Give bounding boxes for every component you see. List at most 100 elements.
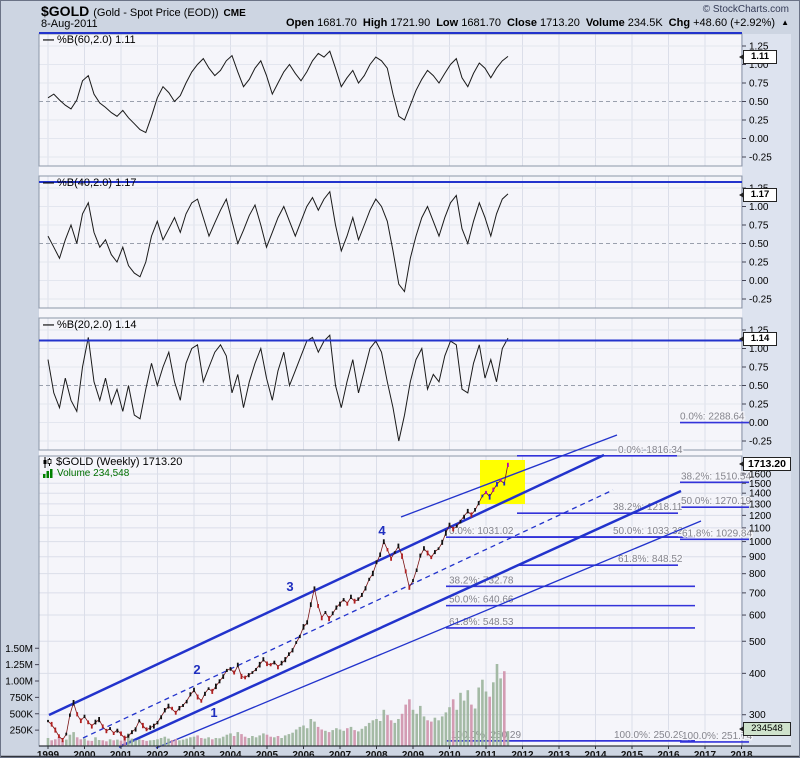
volume-bar [382,709,386,746]
volume-bar [207,737,210,746]
volume-bar [50,740,53,746]
indicator-series-%B(20,2.0) [47,334,509,442]
fib-label: 100.0%: 250.29 [614,730,684,741]
panel-border [38,175,743,309]
pct-tick-label: 0.00 [749,134,769,145]
volume-bar [488,696,491,746]
price-tick-label: 900 [749,552,766,563]
year-label: 2006 [292,750,315,758]
volume-bar [357,731,360,746]
volume-bar [112,740,115,746]
year-label: 2017 [694,750,717,758]
volume-bar [101,740,105,746]
pct-tick-label: 1.25 [749,326,769,337]
price-value-box: 1713.20 [739,457,791,471]
volume-bar [353,730,356,746]
volume-bar [305,728,309,746]
volume-bar [90,740,94,746]
volume-tick-label: 250K [10,726,34,737]
price-tick-label: 400 [749,669,766,680]
symbol: $GOLD [41,3,90,19]
trendline [48,453,605,717]
volume-bar [360,728,364,746]
quote-low: Low 1681.70 [436,17,502,29]
volume-bar [79,739,83,746]
volume-bar [262,733,265,746]
b60-value-box: 1.11 [739,50,777,64]
pct-tick-label: 0.25 [749,400,769,411]
volume-bar [331,730,334,746]
quote-bar: Open 1681.70 High 1721.90 Low 1681.70 Cl… [286,17,789,29]
pct-tick-label: 0.00 [749,276,769,287]
volume-bar [492,682,495,746]
candlestick-icon [43,456,52,468]
volume-bar [499,678,502,746]
volume-bar [426,720,429,746]
elliott-wave-label: 1 [210,705,217,720]
volume-bar [411,709,415,746]
volume-bar [105,741,108,746]
price-tick-label: 800 [749,569,766,580]
volume-bar [408,699,411,746]
price-tick-label: 1100 [749,523,771,534]
pct-tick-label: 0.00 [749,418,769,429]
price-tick-label: 500 [749,637,766,648]
volume-bar [327,732,331,746]
volume-bar [57,736,61,746]
volume-bar [313,721,316,746]
indicator-series-%B(40,2.0) [47,190,509,293]
fib-label: 61.8%: 1029.84 [682,528,752,539]
exchange: CME [223,8,246,19]
volume-bar [386,715,389,746]
volume-bar [254,737,258,746]
volume-bar [324,730,327,746]
volume-bar [214,738,218,746]
volume-bar [503,671,506,746]
volume-bar [108,739,112,746]
quote-close: Close 1713.20 [507,17,580,29]
volume-bar [269,736,272,746]
volume-bar [419,705,422,746]
year-label: 2009 [402,750,425,758]
volume-bar [437,720,440,746]
volume-value-box: 234548 [739,722,791,736]
pct-tick-label: -0.25 [749,437,772,448]
volume-bar [481,679,484,746]
volume-bars-icon [43,469,53,478]
volume-bar [167,738,170,746]
line-sample-icon: — [43,319,54,331]
symbol-name: (Gold - Spot Price (EOD)) [93,7,219,19]
volume-bar [302,725,305,746]
year-label: 2007 [329,750,352,758]
volume-bar [506,731,510,746]
volume-bar [477,687,480,746]
volume-bar [130,738,134,746]
year-label: 2004 [219,750,242,758]
year-label: 2008 [365,750,388,758]
fib-label: 50.0%: 1033.32 [613,526,683,537]
volume-bar [440,716,444,746]
volume-bar [221,736,225,746]
volume-bar [192,736,196,746]
volume-bar [211,739,214,746]
main-legend: $GOLD (Weekly) 1713.20 [43,456,182,468]
volume-bar [484,691,488,746]
elliott-wave-label: 3 [286,579,293,594]
volume-bar [400,713,404,746]
volume-bar [61,740,64,746]
volume-bar [225,734,229,746]
b20-value-box: 1.14 [739,332,777,346]
volume-bar [232,736,236,746]
panel-legend-b20: — %B(20,2.0) 1.14 [43,319,137,331]
panel-border [38,317,743,451]
volume-bar [273,737,276,746]
line-sample-icon: — [43,34,54,46]
volume-bar [218,738,221,746]
indicator-series-%B(60,2.0) [47,50,509,134]
volume-tick-label: 500K [10,709,34,720]
volume-bar [152,740,156,746]
volume-bar [159,738,163,746]
volume-tick-label: 1.50M [5,644,33,655]
